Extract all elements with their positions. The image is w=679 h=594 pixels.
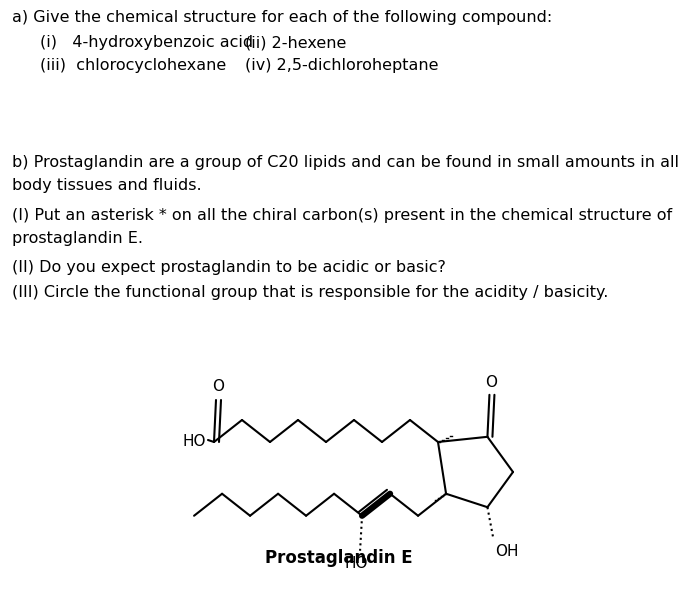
Text: prostaglandin E.: prostaglandin E. xyxy=(12,231,143,246)
Text: (iv) 2,5-dichloroheptane: (iv) 2,5-dichloroheptane xyxy=(245,58,439,73)
Text: a) Give the chemical structure for each of the following compound:: a) Give the chemical structure for each … xyxy=(12,10,552,25)
Text: (II) Do you expect prostaglandin to be acidic or basic?: (II) Do you expect prostaglandin to be a… xyxy=(12,260,446,275)
Text: O: O xyxy=(212,379,224,394)
Text: HO: HO xyxy=(182,434,206,449)
Text: OH: OH xyxy=(496,544,519,559)
Text: (III) Circle the functional group that is responsible for the acidity / basicity: (III) Circle the functional group that i… xyxy=(12,285,608,300)
Text: (ii) 2-hexene: (ii) 2-hexene xyxy=(245,35,346,50)
Text: (iii)  chlorocyclohexane: (iii) chlorocyclohexane xyxy=(40,58,226,73)
Text: body tissues and fluids.: body tissues and fluids. xyxy=(12,178,202,193)
Text: b) Prostaglandin are a group of C20 lipids and can be found in small amounts in : b) Prostaglandin are a group of C20 lipi… xyxy=(12,155,679,170)
Text: O: O xyxy=(485,375,498,390)
Text: (i)   4-hydroxybenzoic acid: (i) 4-hydroxybenzoic acid xyxy=(40,35,253,50)
Text: Prostaglandin E: Prostaglandin E xyxy=(265,549,413,567)
Text: HO: HO xyxy=(344,556,368,571)
Text: (I) Put an asterisk * on all the chiral carbon(s) present in the chemical struct: (I) Put an asterisk * on all the chiral … xyxy=(12,208,672,223)
